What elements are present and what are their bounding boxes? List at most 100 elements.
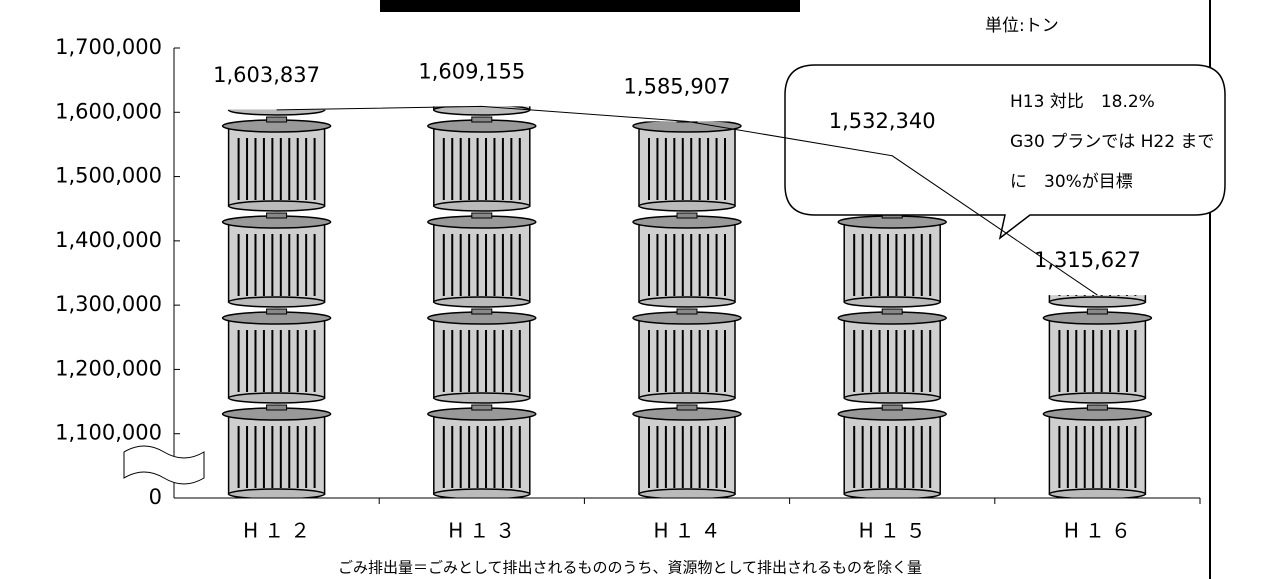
can-body (433, 413, 531, 495)
can-bottom (227, 200, 326, 212)
can-lid (428, 24, 536, 36)
value-label: 1,603,837 (213, 63, 320, 87)
value-label: 1,585,907 (624, 74, 731, 98)
can-bottom (638, 392, 736, 404)
can-body (1048, 413, 1147, 495)
trend-line (276, 105, 1098, 296)
can-lid (632, 121, 742, 133)
can-body (227, 413, 326, 495)
can-body (227, 125, 326, 207)
y-tick-label: 1,600,000 (55, 99, 162, 123)
can-handle (266, 212, 288, 219)
can-body (843, 413, 941, 495)
can-body (638, 317, 736, 399)
y-tick-label: 1,200,000 (55, 356, 162, 380)
can-bottom (1048, 392, 1147, 404)
can-handle (882, 21, 902, 26)
can-lid (1043, 216, 1151, 228)
unit-label: 単位:トン (985, 16, 1059, 36)
value-label: 1,532,340 (829, 109, 936, 133)
y-tick-label: 1,400,000 (55, 228, 162, 252)
can-bottom (227, 488, 326, 499)
can-handle (266, 404, 288, 411)
can-bottom (1049, 9, 1145, 19)
can-handle (676, 308, 698, 315)
can-body (638, 413, 736, 495)
y-tick-label: 1,100,000 (55, 421, 162, 445)
x-tick-label: H１６ (1064, 519, 1137, 543)
can-handle (471, 212, 493, 219)
footnote: ごみ排出量＝ごみとして排出されるもののうち、資源物として排出されるものを除く量 (338, 559, 922, 577)
can-bottom (433, 488, 531, 498)
value-label: 1,315,627 (1034, 248, 1141, 272)
can-body (1049, 0, 1145, 14)
y-tick-label: 1,500,000 (55, 164, 162, 188)
can-bottom (433, 392, 531, 404)
can-bottom (638, 488, 736, 499)
can-bottom (843, 488, 941, 498)
can-lid (633, 24, 741, 36)
can-stack (632, 21, 742, 499)
can-bottom (844, 9, 940, 19)
y-tick-label: 1,300,000 (55, 292, 162, 316)
can-bottom (638, 200, 736, 212)
can-handle (1086, 308, 1108, 315)
x-tick-label: H１４ (653, 519, 726, 543)
annotation: H13 対比 18.2% (1010, 92, 1155, 112)
can-handle (1087, 21, 1107, 26)
can-bottom (433, 296, 531, 308)
title-box (380, 0, 800, 12)
can-handle (676, 404, 698, 411)
can-bottom (638, 296, 736, 308)
can-body (843, 221, 941, 303)
can-lid (1043, 24, 1151, 36)
can-handle (267, 21, 287, 26)
callout (784, 64, 1226, 240)
axis-break (123, 445, 205, 485)
can-handle (266, 116, 288, 123)
can-handle (881, 404, 903, 411)
can-body (227, 221, 326, 303)
x-tick-label: H１３ (448, 519, 521, 543)
can-stack (1042, 0, 1153, 498)
can-handle (471, 404, 493, 411)
can-lid (223, 24, 331, 36)
can-bottom (433, 200, 531, 212)
can-stack (427, 21, 537, 498)
y-tick-label: 1,700,000 (55, 35, 162, 59)
can-body (638, 221, 736, 303)
can-handle (472, 21, 492, 26)
can-bottom (1048, 296, 1147, 308)
can-body (1048, 317, 1147, 399)
can-bottom (227, 296, 326, 308)
y-tick-label: 0 (149, 485, 162, 509)
can-bottom (639, 105, 735, 115)
can-bottom (1048, 488, 1147, 498)
can-handle (677, 21, 697, 26)
can-bottom (843, 392, 941, 404)
can-body (638, 125, 736, 207)
can-handle (1086, 404, 1108, 411)
can-body (844, 0, 940, 14)
can-handle (266, 308, 288, 315)
can-body (433, 221, 531, 303)
value-label: 1,609,155 (418, 59, 525, 83)
can-bottom (843, 296, 941, 308)
can-handle (676, 212, 698, 219)
can-bottom (229, 9, 325, 19)
can-body (433, 317, 531, 399)
can-body (843, 317, 941, 399)
can-body (433, 125, 531, 207)
x-tick-label: H１５ (859, 519, 932, 543)
can-body (229, 0, 325, 14)
can-bottom (227, 392, 326, 404)
can-handle (471, 116, 493, 123)
can-handle (471, 308, 493, 315)
can-body (227, 317, 326, 399)
can-bottom (227, 109, 326, 116)
annotation: G30 プランでは H22 まで (1010, 132, 1214, 152)
can-stack (221, 0, 332, 499)
x-tick-label: H１２ (243, 519, 316, 543)
annotation: に 30%が目標 (1010, 172, 1133, 192)
